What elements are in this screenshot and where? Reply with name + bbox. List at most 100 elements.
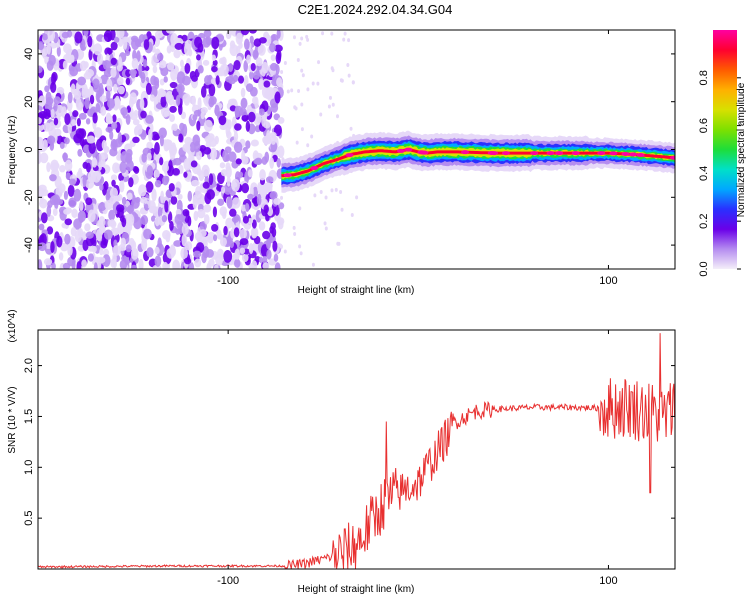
- heatmap-noise-cell: [298, 206, 302, 211]
- heatmap-noise-cell: [119, 161, 127, 174]
- heatmap-noise-cell: [180, 247, 188, 260]
- heatmap-noise-cell: [159, 156, 164, 166]
- spectrogram-ylabel: Frequency (Hz): [7, 116, 18, 185]
- heatmap-noise-cell: [208, 173, 214, 186]
- heatmap-noise-cell: [103, 30, 113, 42]
- heatmap-noise-cell: [112, 252, 117, 264]
- heatmap-noise-cell: [202, 37, 211, 48]
- heatmap-noise-cell: [106, 78, 113, 92]
- heatmap-noise-cell: [82, 161, 88, 169]
- heatmap-noise-cell: [249, 35, 254, 43]
- spectrogram-xtick-label: 100: [599, 275, 617, 287]
- heatmap-noise-cell: [197, 65, 204, 74]
- heatmap-noise-cell: [111, 121, 118, 130]
- heatmap-noise-cell: [128, 214, 135, 226]
- heatmap-noise-cell: [81, 259, 87, 268]
- spectrogram-ytick-label: -20: [23, 189, 35, 205]
- heatmap-noise-cell: [162, 175, 169, 186]
- heatmap-noise-cell: [173, 240, 183, 247]
- heatmap-noise-cell: [298, 41, 302, 46]
- heatmap-noise-cell: [199, 229, 207, 238]
- heatmap-noise-cell: [216, 229, 222, 240]
- heatmap-noise-cell: [110, 174, 118, 181]
- heatmap-noise-cell: [219, 123, 228, 131]
- heatmap-noise-cell: [145, 181, 154, 193]
- heatmap-noise-cell: [132, 118, 140, 126]
- heatmap-noise-cell: [316, 81, 320, 86]
- heatmap-noise-cell: [235, 32, 243, 45]
- heatmap-noise-cell: [221, 186, 226, 194]
- heatmap-noise-cell: [116, 154, 122, 161]
- heatmap-noise-cell: [206, 262, 212, 269]
- heatmap-noise-cell: [193, 250, 202, 258]
- heatmap-noise-cell: [160, 95, 167, 108]
- heatmap-noise-cell: [270, 62, 278, 71]
- heatmap-noise-cell: [283, 60, 287, 65]
- heatmap-noise-cell: [334, 187, 338, 192]
- heatmap-noise-cell: [62, 152, 68, 163]
- heatmap-noise-cell: [347, 38, 351, 43]
- heatmap-noise-cell: [84, 223, 91, 232]
- heatmap-noise-cell: [44, 100, 53, 111]
- heatmap-noise-cell: [260, 67, 266, 77]
- heatmap-noise-cell: [351, 80, 355, 85]
- heatmap-noise-cell: [255, 57, 263, 67]
- heatmap-noise-cell: [53, 102, 58, 112]
- heatmap-noise-cell: [79, 60, 88, 72]
- heatmap-noise-cell: [162, 261, 169, 269]
- heatmap-noise-cell: [313, 193, 317, 198]
- heatmap-noise-cell: [76, 117, 81, 127]
- heatmap-noise-cell: [280, 70, 284, 75]
- heatmap-noise-cell: [128, 177, 134, 188]
- colorbar-tick-label: 0.0: [698, 261, 710, 276]
- heatmap-noise-cell: [73, 188, 82, 202]
- heatmap-noise-cell: [136, 50, 141, 63]
- snr-xlabel: Height of straight line (km): [298, 584, 415, 595]
- heatmap-noise-cell: [169, 114, 175, 123]
- snr-ylabel: SNR (10 * V/V): [7, 386, 18, 453]
- heatmap-noise-cell: [181, 233, 188, 247]
- heatmap-noise-cell: [68, 178, 77, 186]
- colorbar-label: Normalized spectral amplitude: [736, 82, 747, 217]
- heatmap-noise-cell: [175, 208, 182, 216]
- heatmap-noise-cell: [293, 105, 297, 110]
- heatmap-noise-cell: [62, 262, 71, 269]
- heatmap-noise-cell: [166, 247, 176, 259]
- heatmap-noise-cell: [191, 75, 198, 82]
- spectrogram-ytick-label: 0: [23, 146, 35, 152]
- heatmap-noise-cell: [93, 127, 103, 138]
- heatmap-noise-cell: [146, 165, 154, 177]
- heatmap-noise-cell: [71, 208, 78, 218]
- heatmap-noise-cell: [292, 225, 296, 230]
- heatmap-noise-cell: [92, 112, 98, 124]
- heatmap-noise-cell: [77, 228, 84, 238]
- heatmap-noise-cell: [159, 78, 165, 86]
- heatmap-noise-cell: [140, 130, 147, 140]
- heatmap-ridge-peak: [609, 151, 618, 156]
- heatmap-noise-cell: [237, 75, 245, 84]
- heatmap-noise-cell: [254, 152, 263, 160]
- heatmap-noise-cell: [78, 200, 84, 212]
- heatmap-noise-cell: [117, 85, 125, 95]
- heatmap-ridge-peak: [501, 151, 510, 156]
- heatmap-noise-cell: [263, 182, 272, 192]
- heatmap-noise-cell: [233, 258, 241, 268]
- heatmap-ridge-peak: [669, 155, 675, 160]
- heatmap-noise-cell: [330, 31, 334, 36]
- heatmap-noise-cell: [262, 255, 268, 265]
- heatmap-noise-cell: [163, 76, 168, 83]
- heatmap-noise-cell: [130, 35, 139, 42]
- heatmap-noise-cell: [235, 158, 242, 165]
- heatmap-noise-cell: [38, 184, 47, 192]
- snr-series-line: [38, 333, 675, 569]
- heatmap-noise-cell: [156, 53, 164, 61]
- heatmap-noise-cell: [48, 125, 57, 138]
- heatmap-noise-cell: [201, 252, 207, 264]
- heatmap-noise-cell: [275, 52, 282, 64]
- heatmap-noise-cell: [196, 168, 202, 176]
- heatmap-noise-cell: [59, 164, 66, 173]
- heatmap-noise-cell: [310, 134, 314, 139]
- heatmap-noise-cell: [93, 262, 98, 269]
- heatmap-noise-cell: [95, 229, 103, 242]
- heatmap-noise-cell: [151, 188, 157, 202]
